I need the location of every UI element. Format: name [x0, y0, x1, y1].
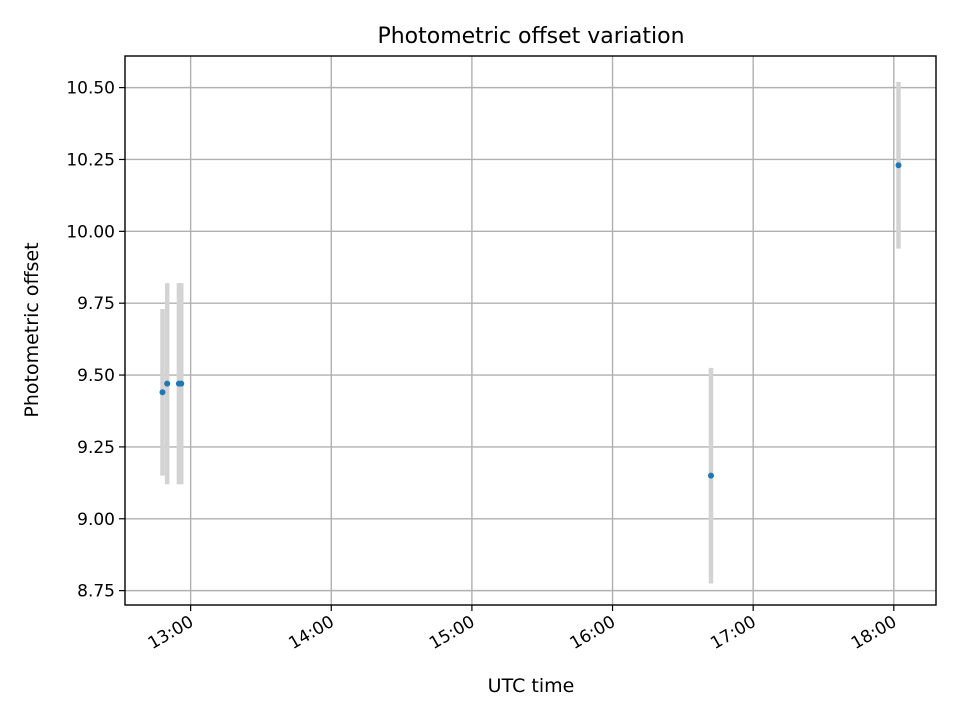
plot-frame	[124, 55, 937, 606]
x-tick-label: 15:00	[426, 612, 478, 654]
y-tick-label: 8.75	[77, 582, 115, 602]
x-tick-label: 16:00	[567, 612, 619, 654]
y-axis-label: Photometric offset	[21, 242, 43, 417]
y-tick-label: 9.75	[77, 294, 115, 314]
x-tick-label: 18:00	[848, 612, 900, 654]
y-tick-label: 10.00	[66, 222, 115, 242]
data-points	[159, 162, 902, 479]
x-tick-label: 13:00	[145, 612, 197, 654]
chart-title: Photometric offset variation	[377, 24, 684, 49]
data-point	[895, 162, 902, 169]
y-tick-label: 9.00	[77, 510, 115, 530]
data-point	[707, 472, 714, 479]
x-axis-label: UTC time	[488, 675, 575, 697]
data-point	[178, 380, 185, 387]
errorbars	[160, 81, 901, 584]
y-tick-label: 9.50	[77, 366, 115, 386]
y-tick-label: 9.25	[77, 438, 115, 458]
y-tick-label: 10.25	[66, 150, 115, 170]
data-point	[159, 389, 166, 396]
data-point	[164, 380, 171, 387]
y-axis-ticks: 8.75 9.00 9.25 9.50 9.75 10.00 10.25 10.50	[66, 79, 125, 602]
x-tick-label: 17:00	[707, 612, 759, 654]
grid	[125, 56, 936, 605]
x-axis-ticks: 13:00 14:00 15:00 16:00 17:00 18:00	[145, 605, 900, 654]
y-tick-label: 10.50	[66, 79, 115, 99]
x-tick-label: 14:00	[285, 612, 337, 654]
